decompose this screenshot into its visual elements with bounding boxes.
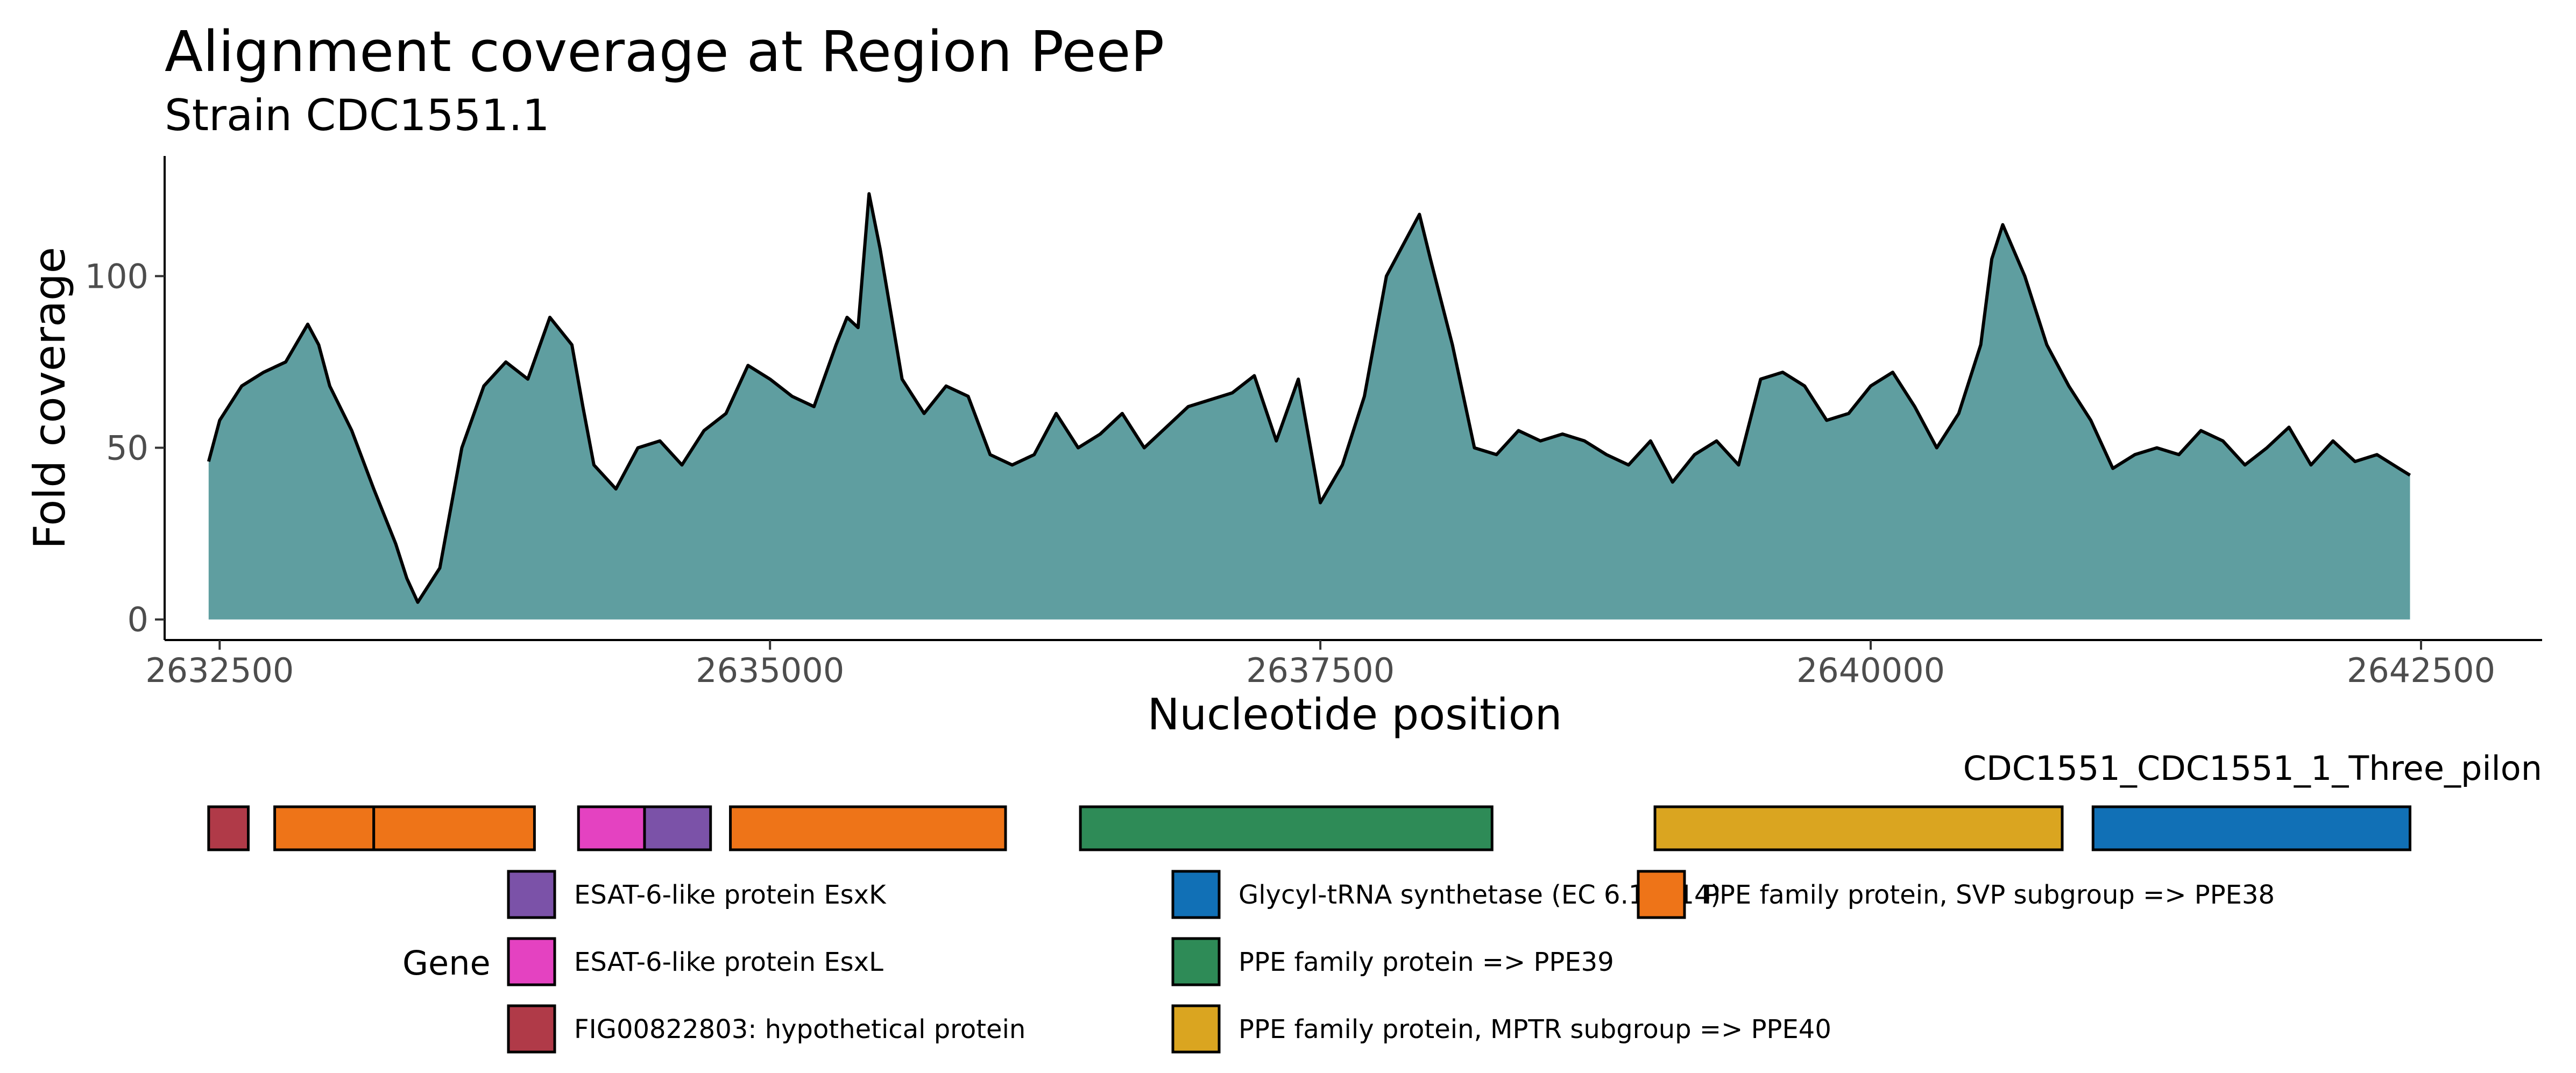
gene-block	[1653, 805, 2064, 851]
y-tick-label: 0	[128, 600, 148, 639]
legend-label: ESAT-6-like protein EsxK	[574, 880, 887, 910]
gene-block	[372, 805, 536, 851]
legend-label: FIG00822803: hypothetical protein	[574, 1014, 1025, 1044]
legend: ESAT-6-like protein EsxK ESAT-6-like prot…	[507, 870, 2275, 1054]
coverage-line	[207, 192, 2411, 604]
chart-subtitle: Strain CDC1551.1	[165, 90, 550, 140]
legend-swatch	[507, 937, 556, 986]
coverage-plot: 0 50 100 2632500 2635000 2637500 2640000 26425…	[85, 156, 2542, 690]
legend-swatch	[1171, 870, 1221, 919]
legend-swatch	[507, 870, 556, 919]
legend-label: PPE family protein => PPE39	[1239, 947, 1614, 977]
gene-block	[1079, 805, 1494, 851]
gene-block	[643, 805, 712, 851]
gene-block	[207, 805, 250, 851]
x-tick-label: 2642500	[2347, 651, 2495, 690]
legend-swatch	[1171, 937, 1221, 986]
gene-block	[729, 805, 1007, 851]
gene-block	[273, 805, 376, 851]
legend-label: PPE family protein, MPTR subgroup => PPE…	[1239, 1014, 1831, 1044]
legend-swatch	[1171, 1004, 1221, 1054]
y-axis-label: Fold coverage	[25, 247, 75, 549]
x-tick-label: 2640000	[1796, 651, 1945, 690]
legend-swatch	[1637, 870, 1686, 919]
x-tick-label: 2632500	[145, 651, 294, 690]
legend-title: Gene	[402, 943, 491, 983]
legend-label: ESAT-6-like protein EsxL	[574, 947, 883, 977]
chart-title: Alignment coverage at Region PeeP	[165, 19, 1164, 84]
x-tick-label: 2637500	[1246, 651, 1395, 690]
x-axis-label: Nucleotide position	[1148, 690, 1562, 740]
coverage-area	[208, 194, 2410, 620]
legend-swatch	[507, 1004, 556, 1054]
y-tick-label: 50	[106, 429, 148, 468]
contig-label: CDC1551_CDC1551_1_Three_pilon	[1963, 749, 2542, 788]
gene-block	[577, 805, 646, 851]
legend-label: PPE family protein, SVP subgroup => PPE3…	[1704, 880, 2275, 910]
gene-block	[2091, 805, 2412, 851]
x-tick-label: 2635000	[696, 651, 844, 690]
y-ticks: 0 50 100	[85, 257, 165, 639]
x-ticks: 2632500 2635000 2637500 2640000 2642500	[145, 640, 2495, 690]
y-tick-label: 100	[85, 257, 148, 296]
gene-track	[207, 805, 2412, 851]
